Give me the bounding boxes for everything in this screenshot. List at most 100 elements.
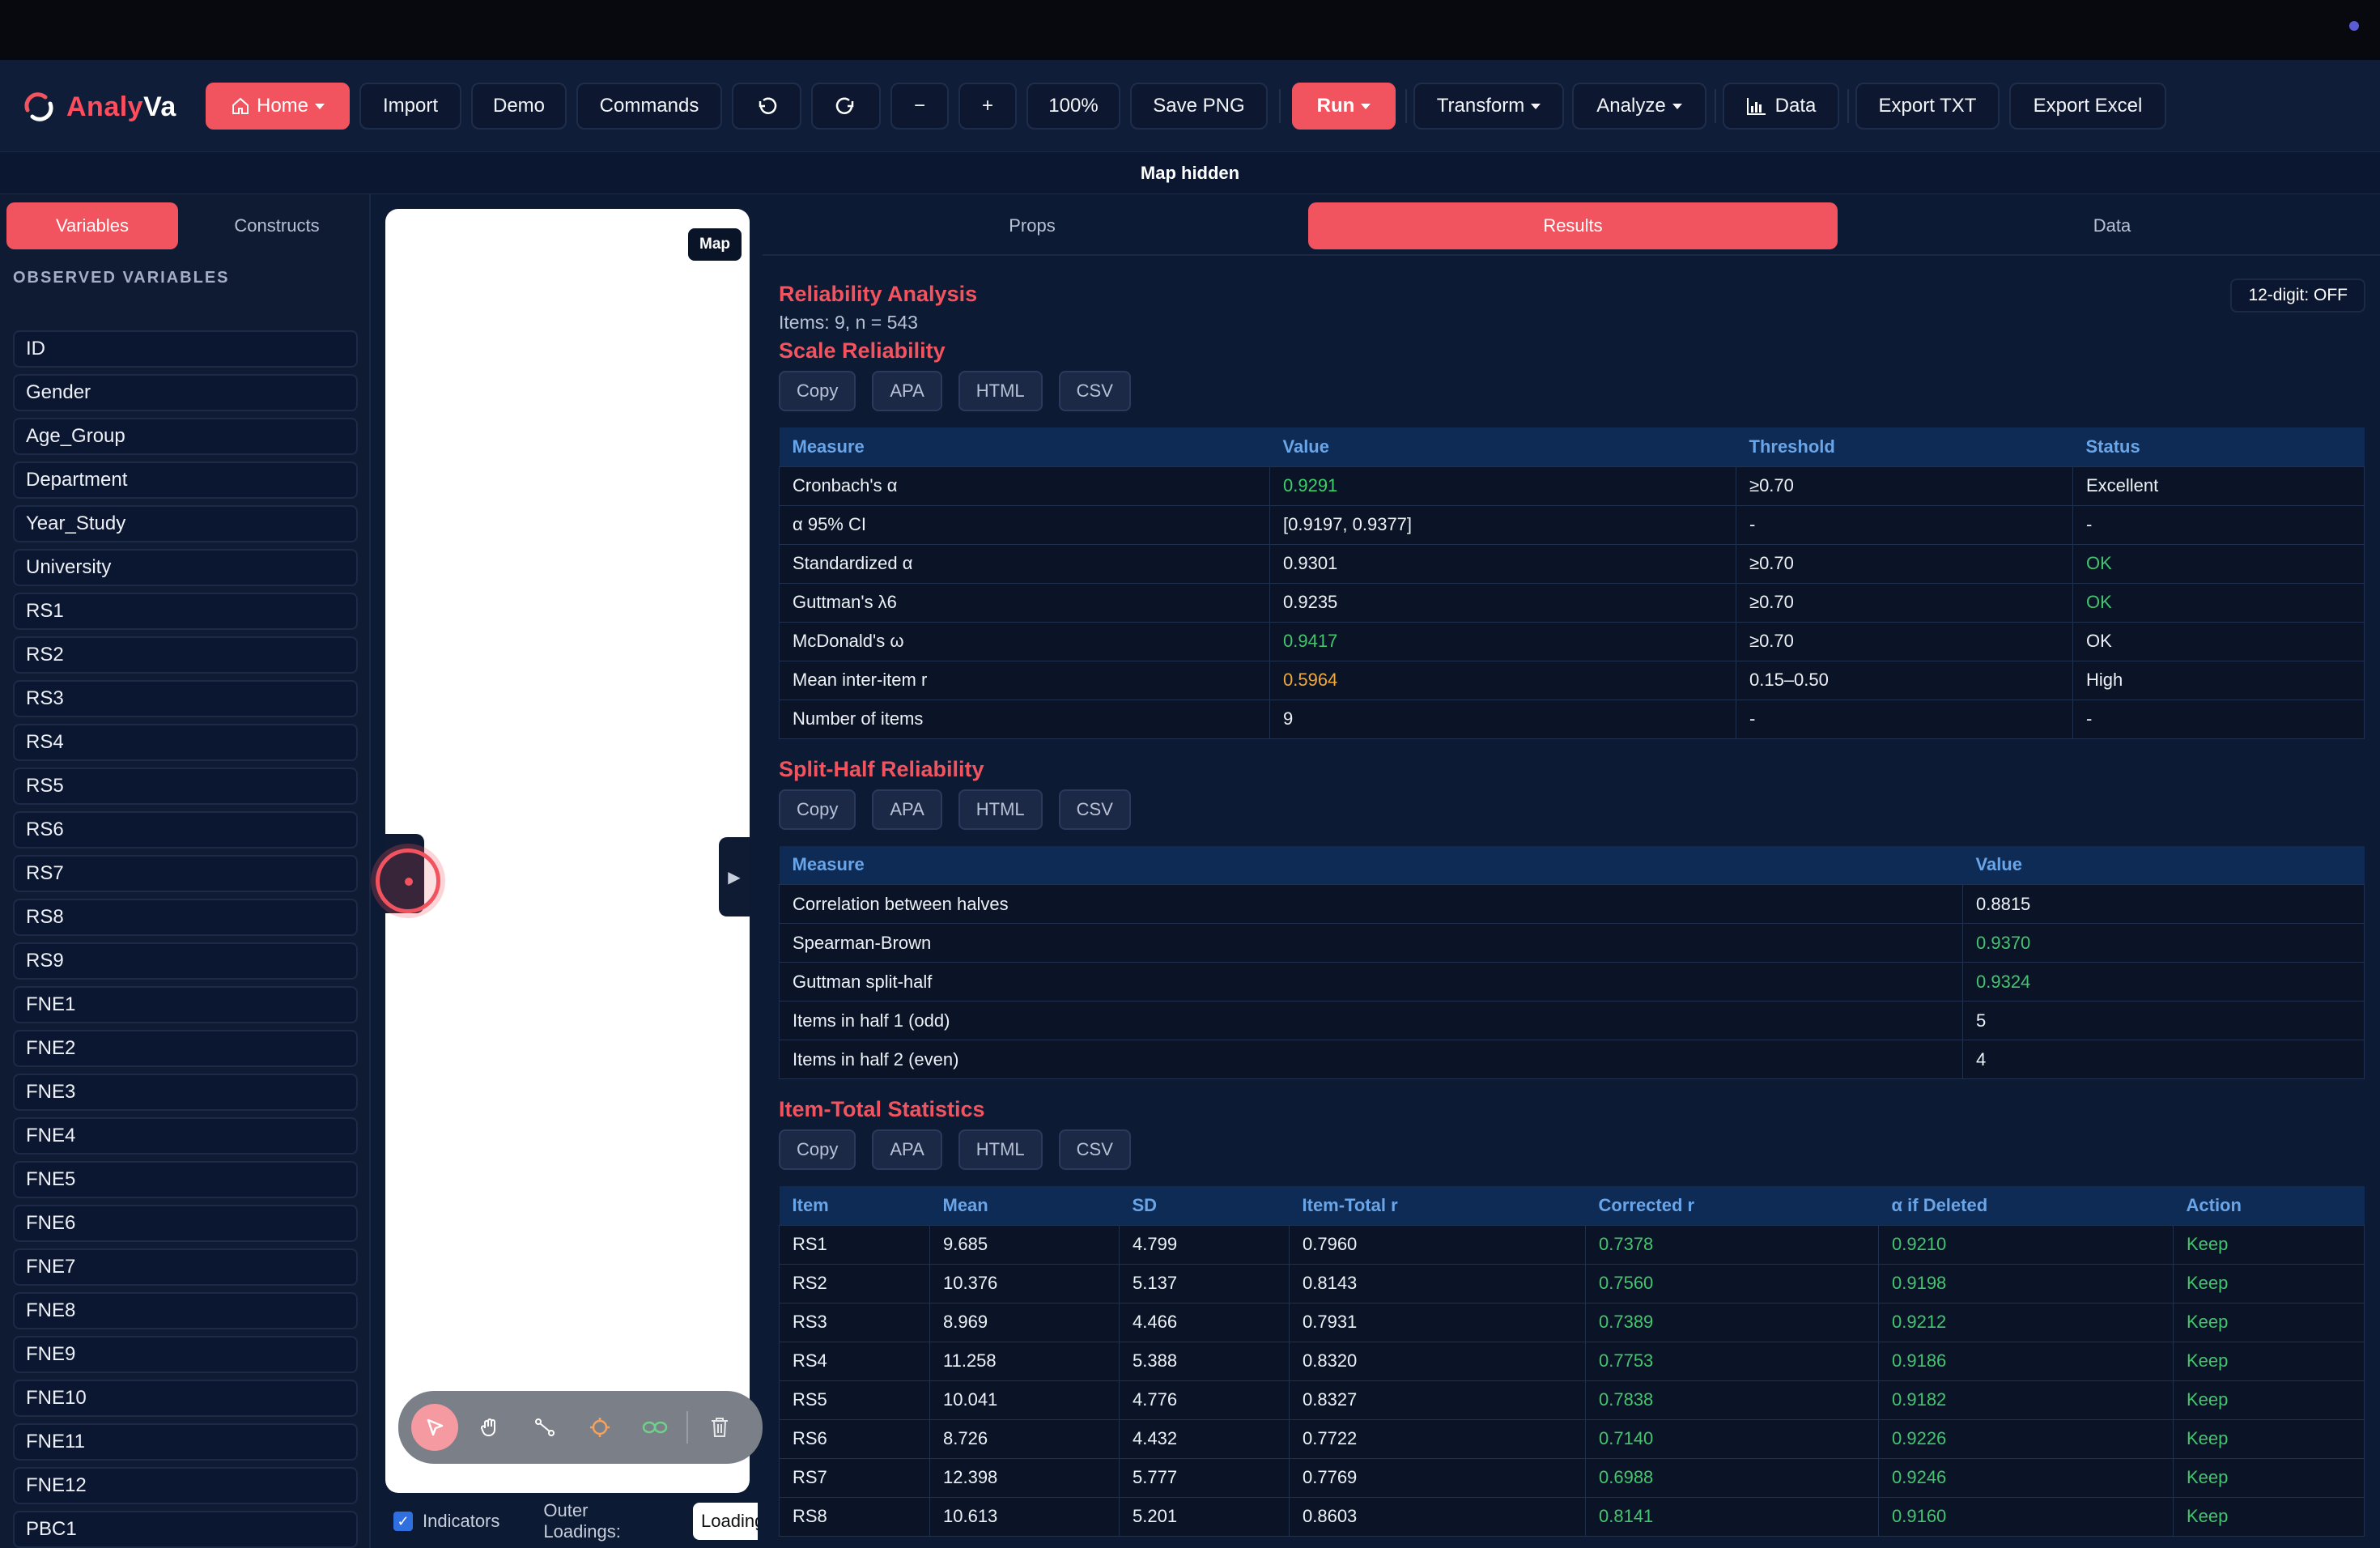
commands-button[interactable]: Commands [576,83,722,130]
csv-button[interactable]: CSV [1058,371,1131,411]
zoom-out-label: − [913,95,925,117]
variable-item[interactable]: RS9 [13,942,358,980]
pan-tool[interactable] [466,1404,513,1451]
table-cell: 0.9370 [1962,923,2365,963]
variable-item[interactable]: FNE3 [13,1074,358,1111]
select-tool[interactable] [411,1404,458,1451]
data-button[interactable]: Data [1723,83,1839,130]
variable-item[interactable]: Year_Study [13,505,358,542]
item-total-table: Item Mean SD Item-Total r Corrected r α … [779,1186,2365,1537]
copy-button[interactable]: Copy [779,371,856,411]
table-cell: OK [2072,621,2365,661]
variable-item[interactable]: RS2 [13,636,358,674]
apa-button[interactable]: APA [872,789,942,830]
copy-button[interactable]: Copy [779,789,856,830]
covariance-tool[interactable] [631,1404,678,1451]
variable-item[interactable]: PBC1 [13,1511,358,1548]
zoom-level: 100% [1048,95,1099,117]
table-row: Guttman split-half 0.9324 [779,962,2365,1002]
variable-item[interactable]: FNE11 [13,1423,358,1461]
variable-item[interactable]: FNE6 [13,1205,358,1242]
variable-item[interactable]: RS5 [13,768,358,805]
transform-button[interactable]: Transform [1413,83,1564,130]
csv-button[interactable]: CSV [1058,1129,1131,1170]
model-canvas[interactable]: Map [385,209,763,1493]
table-cell: ≥0.70 [1736,582,2073,623]
undo-button[interactable] [732,83,801,130]
variable-item[interactable]: ID [13,330,358,368]
table-row: RS7 12.398 5.777 0.7769 0.6988 0.9246 Keep [779,1457,2365,1498]
home-icon [232,97,249,114]
demo-button[interactable]: Demo [471,83,567,130]
apa-button[interactable]: APA [872,371,942,411]
delete-tool[interactable] [696,1404,743,1451]
variable-item[interactable]: FNE5 [13,1161,358,1198]
variable-list: ID Gender Age_Group Department Year_Study Uni… [13,330,358,1548]
variable-item[interactable]: Age_Group [13,418,358,455]
variable-item[interactable]: FNE10 [13,1380,358,1417]
export-excel-button[interactable]: Export Excel [2009,83,2166,130]
variable-item[interactable]: FNE2 [13,1030,358,1067]
html-button[interactable]: HTML [958,1129,1043,1170]
variable-item[interactable]: RS4 [13,724,358,761]
loading-select[interactable]: Loading [693,1503,758,1540]
variable-item[interactable]: FNE7 [13,1248,358,1286]
variable-item[interactable]: University [13,549,358,586]
variable-item[interactable]: FNE4 [13,1117,358,1155]
map-toggle-button[interactable]: Map [688,228,742,261]
table-cell: 5.777 [1119,1457,1290,1498]
table-cell: 0.9291 [1269,466,1736,506]
variable-item[interactable]: RS6 [13,811,358,848]
apa-button[interactable]: APA [872,1129,942,1170]
copy-button[interactable]: Copy [779,1129,856,1170]
variable-item[interactable]: FNE1 [13,986,358,1023]
html-button[interactable]: HTML [958,371,1043,411]
table-cell: ≥0.70 [1736,466,2073,506]
variable-item[interactable]: Gender [13,374,358,411]
table-cell: Excellent [2072,466,2365,506]
export-txt-button[interactable]: Export TXT [1855,83,2000,130]
variable-item[interactable]: FNE9 [13,1336,358,1373]
run-button[interactable]: Run [1292,83,1396,130]
analyze-button[interactable]: Analyze [1572,83,1706,130]
tab-variables[interactable]: Variables [6,202,178,249]
top-toolbar: AnalyVa Home Import Demo Commands − + 10… [0,60,2380,152]
indicators-checkbox[interactable]: ✓ [393,1512,413,1531]
column-header: Corrected r [1585,1186,1879,1225]
digit-toggle[interactable]: 12-digit: OFF [2230,279,2365,313]
tab-data[interactable]: Data [2093,215,2131,236]
home-button[interactable]: Home [206,83,350,130]
collapse-left-handle[interactable] [376,834,440,913]
expand-right-handle[interactable]: ▶ [719,837,750,916]
variable-item[interactable]: Department [13,461,358,499]
table-cell: Items in half 1 (odd) [779,1001,1963,1040]
map-status-banner: Map hidden [0,152,2380,194]
construct-tool[interactable] [576,1404,623,1451]
redo-button[interactable] [811,83,881,130]
tab-results[interactable]: Results [1308,202,1838,249]
html-button[interactable]: HTML [958,789,1043,830]
variable-item[interactable]: FNE8 [13,1292,358,1329]
table-cell: 0.7769 [1289,1457,1586,1498]
results-panel: Props Results Data 12-digit: OFF Reliabi… [763,194,2380,1548]
table-cell: 10.041 [929,1380,1120,1420]
variable-item[interactable]: FNE12 [13,1467,358,1504]
zoom-level-button[interactable]: 100% [1026,83,1120,130]
tab-constructs[interactable]: Constructs [234,215,320,236]
chevron-down-icon [1361,103,1371,109]
import-button[interactable]: Import [359,83,461,130]
tab-props[interactable]: Props [1009,215,1056,236]
save-png-button[interactable]: Save PNG [1130,83,1268,130]
connect-tool[interactable] [521,1404,568,1451]
table-cell: 0.9226 [1878,1418,2174,1459]
variable-item[interactable]: RS8 [13,899,358,936]
toolbar-divider [1279,89,1281,123]
variable-item[interactable]: RS1 [13,593,358,630]
zoom-out-button[interactable]: − [890,83,949,130]
csv-button[interactable]: CSV [1058,789,1131,830]
variable-item[interactable]: RS7 [13,855,358,892]
table-row: Standardized α 0.9301 ≥0.70 OK [779,543,2365,584]
variable-item[interactable]: RS3 [13,680,358,717]
commands-label: Commands [599,95,699,117]
zoom-in-button[interactable]: + [958,83,1017,130]
